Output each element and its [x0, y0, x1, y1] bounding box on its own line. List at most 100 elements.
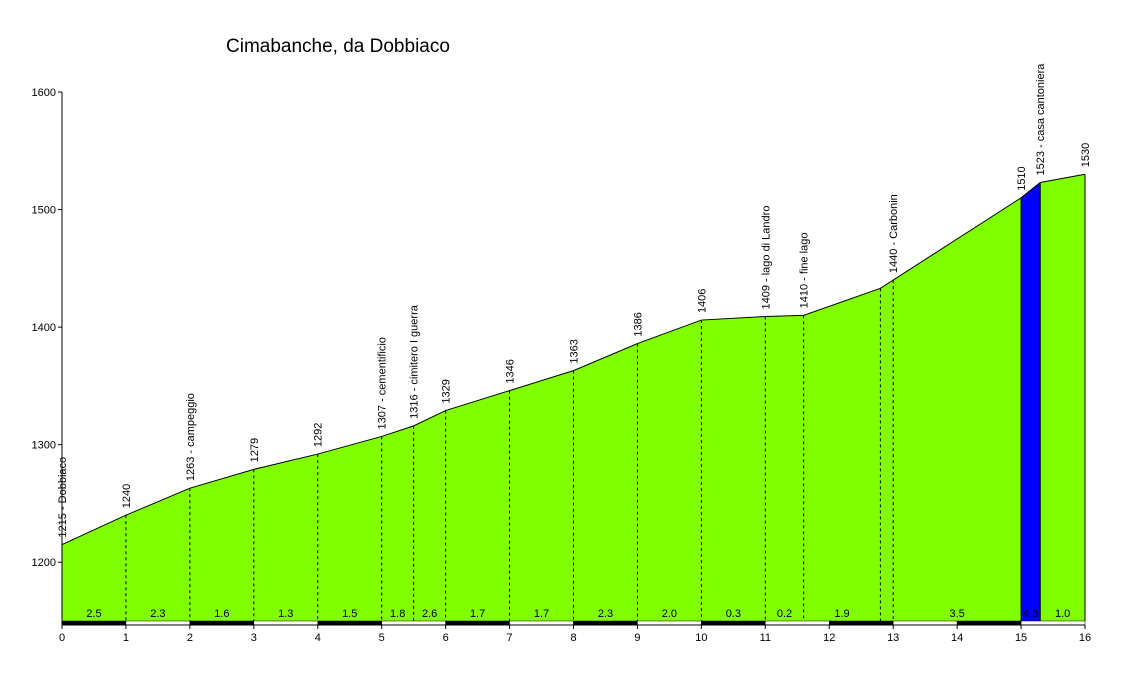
x-tick-label-10: 10 [695, 632, 707, 644]
profile-segment-0 [62, 515, 126, 621]
waypoint-label-5: 1307 - cementificio [377, 337, 389, 429]
waypoint-label-12: 1409 - lago di Landro [760, 206, 772, 310]
x-tick-label-16: 16 [1079, 632, 1091, 644]
x-tick-label-0: 0 [59, 632, 65, 644]
waypoint-label-6: 1316 - cimitero I guerra [409, 304, 421, 419]
km-strip-0 [61, 620, 127, 626]
km-strip-9 [637, 620, 702, 626]
gradient-label-4: 1.5 [342, 608, 357, 620]
profile-segment-2 [189, 469, 254, 621]
waypoint-label-2: 1263 - campeggio [185, 393, 197, 481]
gradient-label-13: 1.9 [834, 608, 849, 620]
km-strip-1 [125, 620, 191, 626]
y-tick-label-1: 1300 [32, 440, 56, 452]
gradient-label-7: 1.7 [470, 608, 485, 620]
km-strip-8 [573, 620, 638, 626]
gradient-label-17: 1.0 [1055, 608, 1070, 620]
x-tick-label-13: 13 [887, 632, 899, 644]
x-tick-label-6: 6 [443, 632, 449, 644]
x-tick-label-11: 11 [760, 632, 771, 644]
km-strip-5 [381, 620, 446, 626]
gradient-labels: 2.5 2.3 1.6 1.3 1.5 1.8 2.6 1.7 1.7 2.3 2.0 0.3 0.2 1… [86, 608, 1070, 620]
km-strip-13 [892, 620, 958, 626]
chart-title: Cimabanche, da Dobbiaco [226, 36, 450, 57]
gradient-label-0: 2.5 [86, 608, 101, 620]
waypoint-label-9: 1363 [569, 339, 581, 363]
gradient-label-10: 2.0 [662, 608, 677, 620]
gradient-label-15: 3.5 [949, 608, 964, 620]
km-strip-14 [956, 620, 1022, 626]
gradient-label-6: 2.6 [422, 608, 437, 620]
km-strip-4 [317, 620, 382, 626]
profile-segment-17 [1040, 174, 1085, 622]
waypoint-label-10: 1386 [632, 312, 644, 336]
km-strip-3 [253, 620, 318, 626]
x-tick-label-9: 9 [634, 632, 640, 644]
waypoint-label-8: 1346 [505, 359, 517, 383]
profile-segment-4 [317, 436, 382, 621]
gradient-label-2: 1.6 [214, 608, 229, 620]
profile-segment-14 [880, 280, 894, 621]
waypoint-label-18: 1530 [1080, 143, 1092, 167]
waypoint-label-1: 1240 [121, 484, 133, 508]
gradient-label-11: 0.3 [726, 608, 741, 620]
km-strip-15 [1020, 620, 1086, 626]
waypoint-label-4: 1292 [313, 423, 325, 447]
x-tick-label-1: 1 [123, 632, 129, 644]
y-tick-label-3: 1500 [32, 205, 56, 217]
profile-segment-12 [765, 315, 804, 621]
x-tick-label-4: 4 [315, 632, 321, 644]
km-strip-7 [509, 620, 574, 626]
profile-segment-5 [381, 425, 414, 621]
gradient-label-3: 1.3 [278, 608, 293, 620]
x-tick-label-14: 14 [951, 632, 963, 644]
waypoint-label-15: 1440 - Carbonin [888, 194, 900, 273]
y-tick-label-2: 1400 [32, 322, 56, 334]
distance-strip [61, 620, 1086, 626]
gradient-label-16: 4.3 [1023, 608, 1038, 620]
x-tick-label-15: 15 [1015, 632, 1027, 644]
x-tick-label-3: 3 [251, 632, 257, 644]
waypoint-lines [125, 182, 1041, 621]
x-tick-label-7: 7 [507, 632, 513, 644]
y-tick-label-0: 1200 [32, 557, 56, 569]
waypoint-label-16: 1510 [1016, 166, 1028, 190]
km-strip-11 [765, 620, 830, 626]
profile-segment-10 [637, 320, 702, 621]
waypoint-label-7: 1329 [441, 379, 453, 403]
x-tick-label-12: 12 [823, 632, 835, 644]
profile-segment-8 [509, 370, 574, 621]
profile-line [61, 173, 1086, 546]
profile-segment-7 [445, 390, 510, 621]
waypoint-label-13: 1410 - fine lago [799, 233, 811, 309]
y-tick-label-4: 1600 [32, 87, 56, 99]
gradient-label-1: 2.3 [150, 608, 165, 620]
x-tick-label-8: 8 [570, 632, 576, 644]
km-strip-2 [189, 620, 255, 626]
profile-segment-6 [413, 410, 446, 621]
waypoint-label-17: 1523 - casa cantoniera [1035, 63, 1047, 176]
profile-segment-3 [253, 454, 318, 621]
gradient-label-9: 2.3 [598, 608, 613, 620]
km-strip-12 [829, 620, 894, 626]
gradient-label-5: 1.8 [390, 608, 405, 620]
profile-segment-13 [803, 288, 881, 621]
x-tick-label-5: 5 [379, 632, 385, 644]
waypoint-labels: 1215 - Dobbiaco 1240 1263 - campeggio 1279 1… [57, 63, 1092, 538]
profile-segment-9 [573, 343, 638, 621]
gradient-label-8: 1.7 [534, 608, 549, 620]
profile-segment-1 [125, 488, 190, 621]
km-strip-6 [445, 620, 510, 626]
waypoint-label-11: 1406 [696, 289, 708, 313]
waypoint-label-0: 1215 - Dobbiaco [57, 457, 69, 538]
profile-segment-15 [893, 197, 1022, 622]
waypoint-label-3: 1279 [249, 438, 261, 462]
profile-segment-11 [701, 316, 766, 621]
profile-outline [61, 173, 1086, 621]
profile-area [62, 174, 1085, 622]
x-tick-label-2: 2 [187, 632, 193, 644]
profile-segment-16 [1021, 182, 1041, 622]
gradient-label-12: 0.2 [777, 608, 792, 620]
